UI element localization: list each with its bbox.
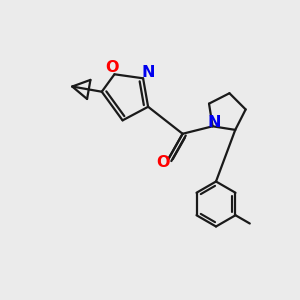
Text: O: O	[157, 155, 170, 170]
Text: N: N	[142, 65, 155, 80]
Text: N: N	[207, 115, 221, 130]
Text: O: O	[105, 60, 119, 75]
